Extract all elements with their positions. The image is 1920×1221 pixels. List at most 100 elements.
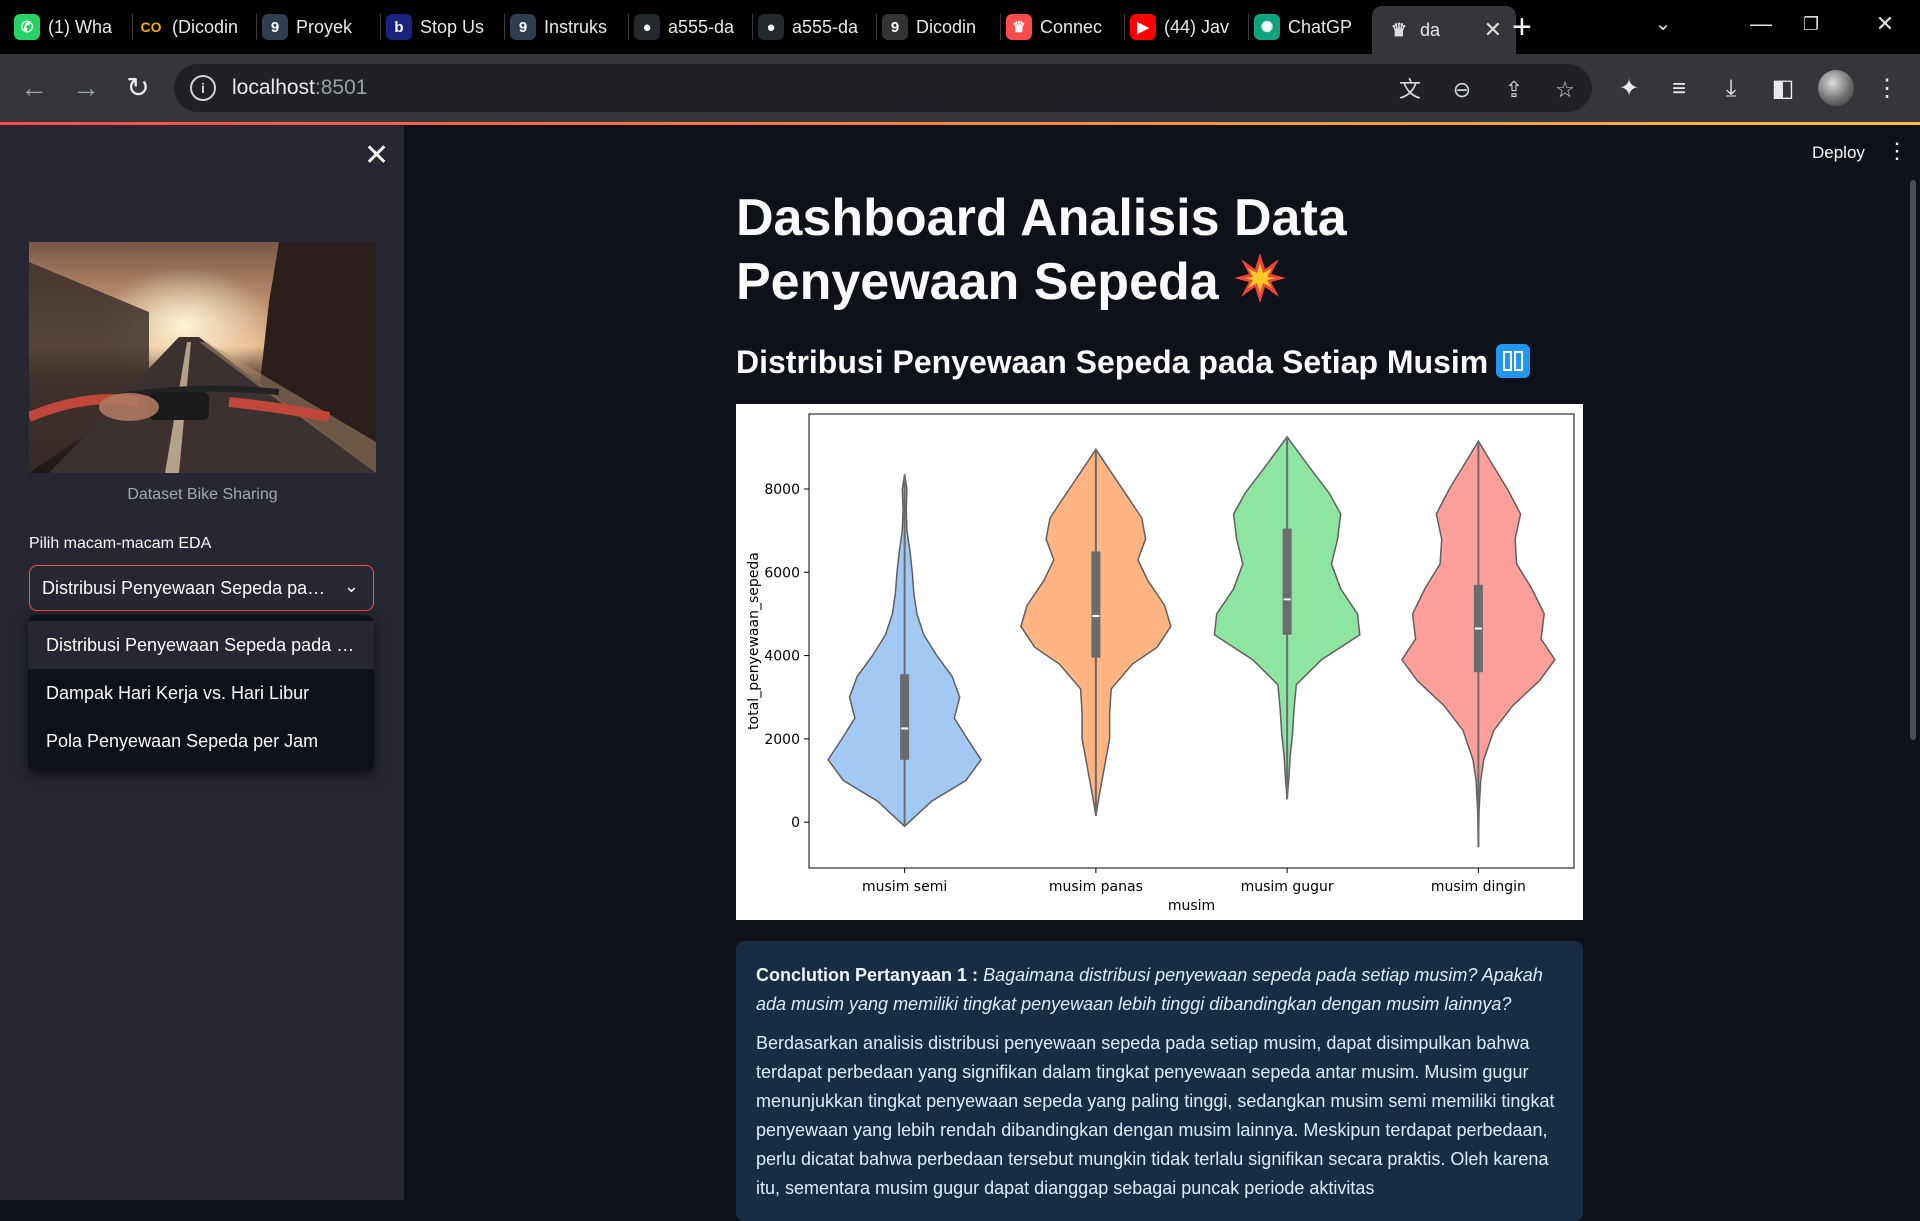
page-scrollbar[interactable] [1910,180,1916,740]
browser-tab[interactable]: ♛ Connec [1006,8,1118,46]
media-queue-icon[interactable]: ≡ [1671,75,1686,102]
tab-separator [256,14,257,40]
dropdown-option-hari-kerja[interactable]: Dampak Hari Kerja vs. Hari Libur [46,683,310,703]
y-tick-label: 6000 [764,565,800,581]
streamlit-icon: ♛ [1390,19,1408,40]
violin-chart-svg: 0 2000 4000 6000 8000 musim semi musim panas mu… [746,413,1575,914]
profile-avatar[interactable] [1818,70,1854,106]
browser-tab[interactable]: 9 Proyek [262,8,374,46]
browser-tab[interactable]: ● a555-da [634,8,746,46]
tab-separator [132,14,133,40]
extensions-icon[interactable]: ✦ [1618,75,1640,102]
zoom-out-icon[interactable]: ⊖ [1452,77,1472,102]
image-caption: Dataset Bike Sharing [127,486,278,503]
page-title: Dashboard Analisis Data Penyewaan Sepeda [736,186,1596,320]
y-axis-label: total_penyewaan_sepeda [746,552,762,730]
y-tick-label: 0 [791,815,800,831]
youtube-icon: ▶ [1130,14,1156,40]
y-tick-label: 8000 [764,482,800,498]
tab-separator [876,14,877,40]
x-tick-label: musim dingin [1431,879,1526,895]
section-heading: Distribusi Penyewaan Sepeda pada Setiap … [736,344,1531,381]
browser-tab[interactable]: ▶ (44) Jav [1130,8,1242,46]
tab-separator [1000,14,1001,40]
close-tab-icon[interactable]: ✕ [1483,17,1502,42]
tab-title: Connec [1040,16,1103,37]
browser-tab[interactable]: 9 Instruks [510,8,622,46]
restore-button[interactable]: ❐ [1802,14,1820,34]
download-icon[interactable]: ⤓ [1725,75,1737,102]
x-axis-label: musim [1168,898,1215,914]
bike-road-image [29,242,376,473]
dropdown-option-musim[interactable]: Distribusi Penyewaan Sepeda pada Setiap … [28,621,374,669]
tab-title: a555-da [668,16,735,37]
bookmark-star-icon[interactable]: ☆ [1555,77,1575,102]
chevron-down-icon: ⌄ [343,576,359,596]
browser-menu-icon[interactable]: ⋮ [1875,75,1899,102]
whatsapp-icon: ✆ [14,14,40,40]
browser-tab[interactable]: ● a555-da [758,8,870,46]
forward-button[interactable]: → [72,72,100,103]
conclusion-box: Conclution Pertanyaan 1 : Bagaimana dist… [736,941,1583,1221]
y-tick-label: 4000 [764,649,800,665]
github-icon: ● [634,14,660,40]
tab-title: Proyek [296,16,353,37]
minimize-button[interactable]: — [1750,11,1772,36]
collision-emoji-icon [1233,251,1287,320]
tab-title: (1) Wha [48,16,113,37]
tab-title: a555-da [792,16,859,37]
site-info-icon[interactable]: i [190,75,216,101]
b-icon: b [386,14,412,40]
eda-selectbox[interactable]: Distribusi Penyewaan Sepeda pada Setiap … [29,565,374,611]
main-menu-icon[interactable]: ⋮ [1886,138,1908,163]
tab-separator [752,14,753,40]
tab-title: Dicodin [916,16,977,37]
browser-tab[interactable]: ✺ ChatGP [1254,8,1366,46]
chatgpt-icon: ✺ [1254,14,1280,40]
streamlit-decoration-bar [0,122,1920,125]
dicoding-icon: 9 [882,14,908,40]
browser-tab[interactable]: ✆ (1) Wha [14,8,126,46]
eda-select-label: Pilih macam-macam EDA [29,535,212,552]
deploy-button[interactable]: Deploy [1812,143,1865,162]
share-icon[interactable]: ⇪ [1504,77,1524,102]
browser-tab[interactable]: b Stop Us [386,8,498,46]
tab-separator [1248,14,1249,40]
tab-separator [504,14,505,40]
browser-tab-active[interactable]: ♛ da ✕ [1372,6,1516,54]
side-panel-icon[interactable]: ◧ [1771,75,1795,102]
violin-chart: 0 2000 4000 6000 8000 musim semi musim panas mu… [736,404,1583,920]
conclusion-question: Conclution Pertanyaan 1 : Bagaimana dist… [756,965,1543,1014]
tab-title: Stop Us [420,16,485,37]
translate-icon[interactable]: 文 [1398,77,1421,102]
eda-selected-value: Distribusi Penyewaan Sepeda pada Setiap … [42,577,332,598]
new-tab-button[interactable]: + [1512,8,1532,46]
browser-tab[interactable]: CO (Dicodin [138,8,250,46]
x-tick-label: musim semi [862,879,947,895]
browser-tab-strip: ✆ (1) Wha CO (Dicodin 9 Proyek b Stop Us 9 Instru… [0,0,1920,54]
dicoding-icon: 9 [510,14,536,40]
tab-separator [628,14,629,40]
sidebar: ✕ [0,125,404,1200]
tab-separator [1124,14,1125,40]
violin-iqr-box [900,674,910,760]
dicoding-icon: 9 [262,14,288,40]
tab-title: (44) Jav [1164,16,1230,37]
tab-title: ChatGP [1288,16,1353,37]
crown-icon: ♛ [1006,14,1032,40]
address-bar[interactable]: i localhost:8501 文 ⊖ ⇪ ☆ [174,64,1592,112]
eda-dropdown-menu: Distribusi Penyewaan Sepeda pada Setiap … [28,615,374,771]
violin-iqr-box [1282,528,1292,635]
close-sidebar-icon[interactable]: ✕ [364,139,390,172]
browser-toolbar: ← → ↻ i localhost:8501 文 ⊖ ⇪ ☆ ✦ ≡ ⤓ ◧ ⋮ [0,54,1920,122]
colab-icon: CO [140,19,162,35]
back-button[interactable]: ← [20,72,48,103]
github-icon: ● [758,14,784,40]
reload-button[interactable]: ↻ [126,72,150,103]
browser-tab[interactable]: 9 Dicodin [882,8,994,46]
close-window-button[interactable]: ✕ [1875,11,1895,36]
x-tick-label: musim gugur [1241,879,1334,895]
tab-search-button[interactable]: ⌄ [1654,13,1672,35]
y-tick-label: 2000 [764,732,800,748]
dropdown-option-per-jam[interactable]: Pola Penyewaan Sepeda per Jam [46,731,319,751]
